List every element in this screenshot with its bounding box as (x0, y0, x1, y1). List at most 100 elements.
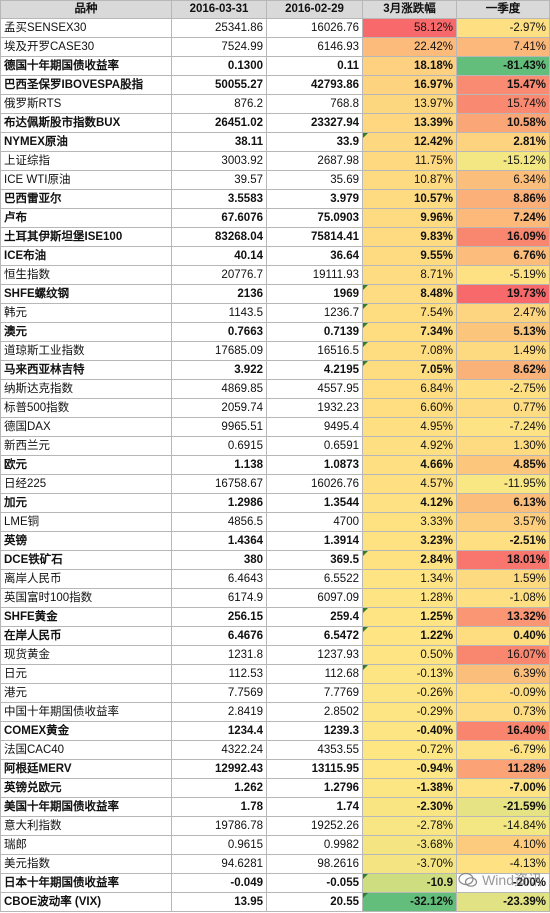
q1-change: -23.39% (456, 892, 550, 912)
instrument-name: 欧元 (0, 455, 172, 475)
q1-change: -200% (456, 873, 550, 893)
instrument-name: 英国富时100指数 (0, 588, 172, 608)
table-row: 日经225 16758.67 16026.76 4.57% -11.95% (0, 474, 550, 494)
q1-change: -1.08% (456, 588, 550, 608)
q1-change: 16.07% (456, 645, 550, 665)
march-change: -0.40% (362, 721, 457, 741)
q1-change: 19.73% (456, 284, 550, 304)
value-2016-03-31: 1.4364 (171, 531, 267, 551)
table-row: 中国十年期国债收益率 2.8419 2.8502 -0.29% 0.73% (0, 702, 550, 722)
value-2016-02-29: 33.9 (266, 132, 363, 152)
march-change: 0.50% (362, 645, 457, 665)
value-2016-03-31: 1143.5 (171, 303, 267, 323)
value-2016-02-29: 369.5 (266, 550, 363, 570)
instrument-name: SHFE黄金 (0, 607, 172, 627)
march-change: 11.75% (362, 151, 457, 171)
value-2016-02-29: 6146.93 (266, 37, 363, 57)
march-change: 9.55% (362, 246, 457, 266)
value-2016-03-31: 40.14 (171, 246, 267, 266)
table-row: 埃及开罗CASE30 7524.99 6146.93 22.42% 7.41% (0, 37, 550, 57)
q1-change: 6.34% (456, 170, 550, 190)
value-2016-03-31: 1231.8 (171, 645, 267, 665)
instrument-name: 巴西雷亚尔 (0, 189, 172, 209)
march-change: 7.08% (362, 341, 457, 361)
instrument-name: 俄罗斯RTS (0, 94, 172, 114)
q1-change: -7.00% (456, 778, 550, 798)
cell-flag-marker (363, 627, 368, 632)
march-change: 4.12% (362, 493, 457, 513)
value-2016-02-29: 1.3914 (266, 531, 363, 551)
table-row: 马来西亚林吉特 3.922 4.2195 7.05% 8.62% (0, 360, 550, 380)
instrument-name: COMEX黄金 (0, 721, 172, 741)
value-2016-02-29: 0.7139 (266, 322, 363, 342)
q1-change: 0.77% (456, 398, 550, 418)
table-row: SHFE黄金 256.15 259.4 1.25% 13.32% (0, 607, 550, 627)
q1-change: 6.76% (456, 246, 550, 266)
q1-change: 16.09% (456, 227, 550, 247)
value-2016-03-31: 39.57 (171, 170, 267, 190)
value-2016-03-31: 6.4676 (171, 626, 267, 646)
march-change: 3.23% (362, 531, 457, 551)
march-change: 2.84% (362, 550, 457, 570)
value-2016-02-29: 6.5472 (266, 626, 363, 646)
cell-flag-marker (363, 608, 368, 613)
table-row: 上证综指 3003.92 2687.98 11.75% -15.12% (0, 151, 550, 171)
table-row: 离岸人民币 6.4643 6.5522 1.34% 1.59% (0, 569, 550, 589)
value-2016-02-29: 0.6591 (266, 436, 363, 456)
value-2016-02-29: 13115.95 (266, 759, 363, 779)
value-2016-02-29: 1969 (266, 284, 363, 304)
value-2016-02-29: 3.979 (266, 189, 363, 209)
table-row: 美国十年期国债收益率 1.78 1.74 -2.30% -21.59% (0, 797, 550, 817)
instrument-name: 日本十年期国债收益率 (0, 873, 172, 893)
march-change: 1.22% (362, 626, 457, 646)
table-row: 美元指数 94.6281 98.2616 -3.70% -4.13% (0, 854, 550, 874)
value-2016-02-29: 112.68 (266, 664, 363, 684)
q1-change: 15.47% (456, 75, 550, 95)
value-2016-03-31: 6.4643 (171, 569, 267, 589)
instrument-name: 韩元 (0, 303, 172, 323)
table-row: 标普500指数 2059.74 1932.23 6.60% 0.77% (0, 398, 550, 418)
march-change: 13.39% (362, 113, 457, 133)
value-2016-03-31: -0.049 (171, 873, 267, 893)
value-2016-02-29: 75814.41 (266, 227, 363, 247)
q1-change: 1.49% (456, 341, 550, 361)
table-row: 孟买SENSEX30 25341.86 16026.76 58.12% -2.97% (0, 18, 550, 38)
instrument-name: 日元 (0, 664, 172, 684)
value-2016-02-29: 1239.3 (266, 721, 363, 741)
table-row: 英镑兑欧元 1.262 1.2796 -1.38% -7.00% (0, 778, 550, 798)
instrument-name: 澳元 (0, 322, 172, 342)
instrument-name: SHFE螺纹钢 (0, 284, 172, 304)
march-change: 8.48% (362, 284, 457, 304)
q1-change: -14.84% (456, 816, 550, 836)
value-2016-03-31: 1.78 (171, 797, 267, 817)
instrument-name: NYMEX原油 (0, 132, 172, 152)
march-change: 8.71% (362, 265, 457, 285)
instrument-name: 离岸人民币 (0, 569, 172, 589)
q1-change: 8.86% (456, 189, 550, 209)
value-2016-03-31: 380 (171, 550, 267, 570)
value-2016-02-29: 1236.7 (266, 303, 363, 323)
table-row: 土耳其伊斯坦堡ISE100 83268.04 75814.41 9.83% 16.09% (0, 227, 550, 247)
table-row: COMEX黄金 1234.4 1239.3 -0.40% 16.40% (0, 721, 550, 741)
march-change: 9.96% (362, 208, 457, 228)
value-2016-03-31: 19786.78 (171, 816, 267, 836)
march-change: 4.66% (362, 455, 457, 475)
value-2016-03-31: 38.11 (171, 132, 267, 152)
q1-change: 6.13% (456, 493, 550, 513)
table-row: 英国富时100指数 6174.9 6097.09 1.28% -1.08% (0, 588, 550, 608)
value-2016-02-29: 36.64 (266, 246, 363, 266)
table-row: 澳元 0.7663 0.7139 7.34% 5.13% (0, 322, 550, 342)
value-2016-03-31: 12992.43 (171, 759, 267, 779)
cell-flag-marker (363, 342, 368, 347)
value-2016-03-31: 26451.02 (171, 113, 267, 133)
header-row: 品种 2016-03-31 2016-02-29 3月涨跌幅 一季度 (0, 0, 550, 19)
value-2016-03-31: 4322.24 (171, 740, 267, 760)
value-2016-03-31: 3.5583 (171, 189, 267, 209)
instrument-name: 美国十年期国债收益率 (0, 797, 172, 817)
instrument-name: 埃及开罗CASE30 (0, 37, 172, 57)
q1-change: 1.30% (456, 436, 550, 456)
march-change: 13.97% (362, 94, 457, 114)
cell-flag-marker (363, 133, 368, 138)
value-2016-02-29: 16026.76 (266, 474, 363, 494)
table-row: DCE铁矿石 380 369.5 2.84% 18.01% (0, 550, 550, 570)
